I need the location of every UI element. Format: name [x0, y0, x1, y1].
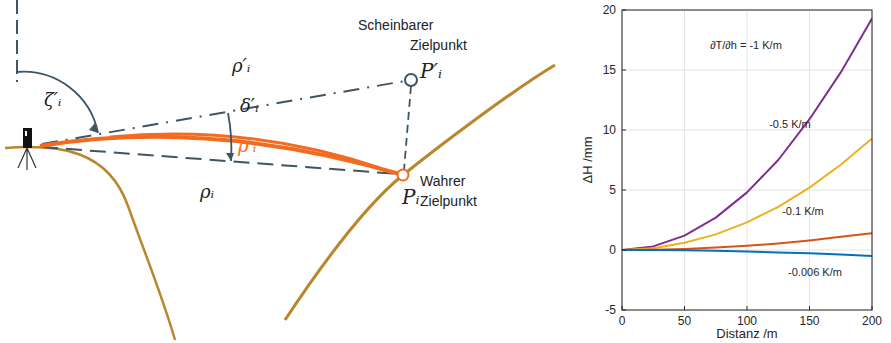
tick	[684, 306, 685, 310]
terrain-left	[5, 147, 175, 340]
diagram-label: ρ′ᵢ	[231, 55, 251, 76]
series-label: ∂T/∂h = -1 K/m	[710, 39, 782, 51]
tick-label: 10	[603, 123, 617, 137]
tick-label: -5	[605, 303, 616, 317]
axes-frame	[622, 10, 872, 310]
series-line	[622, 18, 872, 250]
tick-label: 0	[619, 314, 626, 328]
caption: ScheinbarerZielpunkt	[358, 17, 467, 53]
tripod	[18, 148, 36, 170]
tick	[872, 306, 873, 310]
tick	[747, 306, 748, 310]
diagram: ζ′ᵢ δ′ᵢ ρ′ᵢ ρ′ᵢ ρᵢ P′ᵢ Pᵢ ScheinbarerZielpunkt W…	[5, 0, 555, 340]
vertical-line	[16, 0, 18, 82]
grid-line	[622, 190, 872, 191]
grid-line	[747, 10, 748, 310]
tick	[622, 190, 626, 191]
apparent-point	[405, 74, 417, 86]
tick	[622, 130, 626, 131]
axis-title: Distanz /m	[716, 326, 777, 341]
arrow-head	[226, 153, 234, 161]
refracted-path-thick	[110, 134, 380, 168]
grid-line	[622, 130, 872, 131]
arrow-head	[89, 123, 98, 133]
tick-label: 150	[799, 314, 819, 328]
diagram-label: ζ′ᵢ	[44, 89, 62, 110]
tick-label: 15	[603, 63, 617, 77]
grid-line	[809, 10, 810, 310]
true-point	[398, 170, 409, 181]
series-group	[622, 18, 872, 256]
terrain-right	[285, 65, 555, 320]
series-line	[622, 250, 872, 256]
tick	[809, 306, 810, 310]
series-line	[622, 233, 872, 250]
instrument	[23, 128, 32, 148]
zenith-arc	[17, 72, 98, 133]
series-label: -0.006 K/m	[788, 266, 842, 278]
axis-title: ΔH /mm	[580, 137, 595, 184]
figure: ζ′ᵢ δ′ᵢ ρ′ᵢ ρ′ᵢ ρᵢ P′ᵢ Pᵢ ScheinbarerZielpunkt W…	[0, 0, 891, 343]
tick	[622, 70, 626, 71]
caption: WahrerZielpunkt	[420, 173, 477, 209]
refracted-path	[40, 137, 403, 175]
series-label: -0.5 K/m	[769, 118, 811, 130]
diagram-label: P′ᵢ	[419, 59, 442, 83]
tick-label: 0	[609, 243, 616, 257]
tick	[622, 10, 626, 11]
offset-line	[404, 86, 411, 170]
plot-area	[622, 10, 872, 310]
grid-line	[622, 70, 872, 71]
instrument-detail	[25, 131, 27, 136]
tick-label: 20	[603, 3, 617, 17]
tick-label: 200	[862, 314, 882, 328]
series-label: -0.1 K/m	[782, 205, 824, 217]
tick-label: 5	[609, 183, 616, 197]
tick	[622, 306, 623, 310]
diagram-label: ρ′ᵢ	[237, 135, 257, 156]
tick	[622, 310, 626, 311]
diagram-label: ρᵢ	[199, 181, 215, 202]
tick	[622, 250, 626, 251]
chart: 050100150200-505101520Distanz /mΔH /mm∂T…	[580, 3, 882, 341]
grid-line	[684, 10, 685, 310]
series-line	[622, 138, 872, 250]
tick-label: 50	[678, 314, 692, 328]
diagram-label: Pᵢ	[401, 185, 419, 209]
diagram-label: δ′ᵢ	[240, 95, 259, 116]
